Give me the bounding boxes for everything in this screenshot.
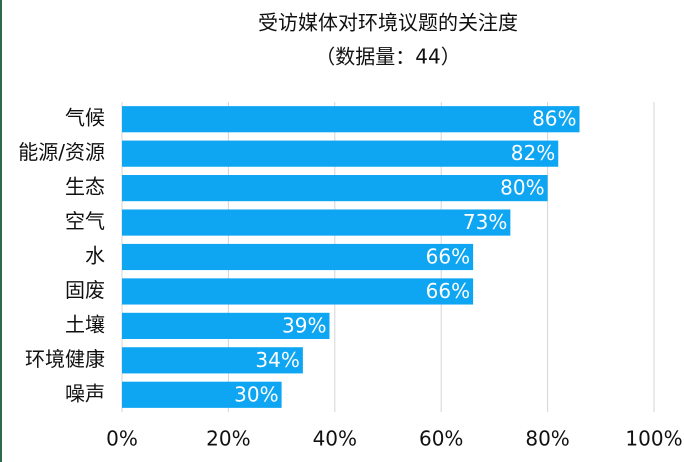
bar	[122, 175, 548, 202]
chart-subtitle: （数据量：44）	[315, 45, 460, 69]
bar	[122, 347, 303, 374]
x-tick-label: 20%	[206, 427, 250, 451]
x-tick-label: 100%	[625, 427, 682, 451]
y-tick-label: 固废	[65, 278, 105, 302]
x-tick-label: 80%	[525, 427, 569, 451]
bar	[122, 106, 580, 133]
value-label: 82%	[511, 141, 555, 165]
chart-title: 受访媒体对环境议题的关注度	[258, 11, 518, 35]
y-tick-label: 噪声	[65, 381, 105, 405]
value-label: 30%	[234, 382, 278, 406]
y-tick-label: 能源/资源	[18, 140, 105, 164]
value-label: 66%	[426, 245, 470, 269]
frame-edge	[0, 0, 2, 462]
bar	[122, 209, 511, 236]
value-label: 39%	[282, 313, 326, 337]
bar	[122, 278, 474, 305]
bar	[122, 312, 330, 339]
y-tick-label: 气候	[65, 106, 105, 130]
value-label: 73%	[463, 210, 507, 234]
x-tick-label: 60%	[419, 427, 463, 451]
value-label: 86%	[532, 107, 576, 131]
y-tick-label: 空气	[65, 209, 105, 233]
bar	[122, 140, 559, 167]
value-label: 34%	[255, 348, 299, 372]
value-label: 80%	[500, 176, 544, 200]
value-label: 66%	[426, 279, 470, 303]
x-tick-label: 0%	[106, 427, 138, 451]
bar	[122, 243, 474, 271]
y-tick-label: 环境健康	[25, 347, 105, 371]
y-tick-label: 生态	[65, 175, 105, 199]
y-tick-label: 水	[85, 244, 105, 268]
bar	[122, 381, 282, 408]
x-tick-label: 40%	[313, 427, 357, 451]
y-tick-label: 土壤	[65, 312, 105, 336]
